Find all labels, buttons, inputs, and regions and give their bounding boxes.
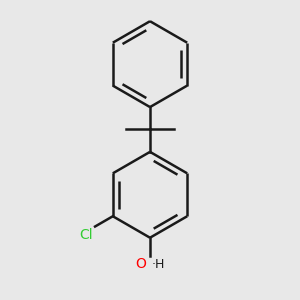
Text: O: O bbox=[135, 257, 146, 272]
Text: Cl: Cl bbox=[80, 228, 93, 242]
Text: ·H: ·H bbox=[152, 257, 165, 271]
